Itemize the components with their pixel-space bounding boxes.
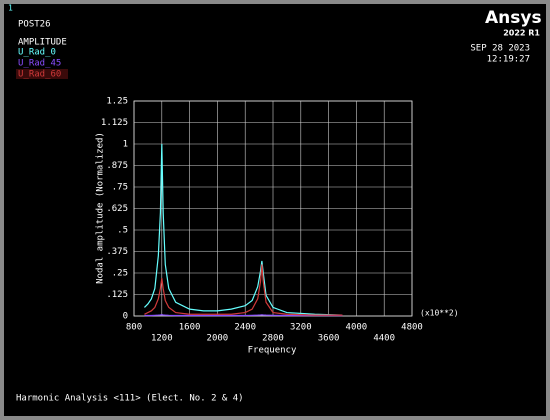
time: 12:19:27 (487, 55, 530, 65)
y-tick-label: .625 (106, 204, 128, 214)
footer: Harmonic Analysis <111> (Elect. No. 2 & … (16, 394, 244, 404)
y-axis-label: Nodal amplitude (Normalized) (96, 132, 106, 284)
x-multiplier: (x10**2) (420, 309, 459, 318)
x-tick-label: 4400 (373, 334, 395, 344)
legend-entry: U_Rad_0 (18, 48, 56, 58)
date: SEP 28 2023 (470, 44, 530, 54)
brand: Ansys (485, 8, 542, 28)
x-tick-label: 3200 (290, 323, 312, 333)
x-tick-label: 2000 (207, 334, 229, 344)
window-number: 1 (8, 4, 13, 13)
y-tick-label: .125 (106, 290, 128, 300)
x-tick-label: 3600 (318, 334, 340, 344)
x-tick-label: 1600 (179, 323, 201, 333)
legend-highlight (16, 69, 68, 79)
y-tick-label: .75 (112, 183, 128, 193)
y-tick-label: 1.25 (106, 97, 128, 107)
version: 2022 R1 (503, 29, 540, 38)
y-tick-label: 0 (123, 312, 128, 322)
program-name: POST26 (18, 20, 51, 30)
legend-entry: U_Rad_45 (18, 59, 61, 69)
legend-entry: U_Rad_60 (18, 70, 61, 80)
y-tick-label: 1.125 (101, 118, 128, 128)
chart-title: AMPLITUDE (18, 38, 67, 48)
x-tick-label: 2800 (262, 334, 284, 344)
y-tick-label: .5 (117, 226, 128, 236)
y-tick-label: .25 (112, 269, 128, 279)
x-tick-label: 1200 (151, 334, 173, 344)
y-tick-label: 1 (123, 140, 128, 150)
x-tick-label: 4800 (401, 323, 423, 333)
series-line (144, 143, 343, 316)
x-tick-label: 800 (126, 323, 142, 333)
y-tick-label: .375 (106, 247, 128, 257)
series-line (144, 314, 343, 317)
series-line (144, 264, 343, 316)
x-tick-label: 2400 (234, 323, 256, 333)
x-axis-label: Frequency (248, 346, 297, 356)
y-tick-label: .875 (106, 161, 128, 171)
x-tick-label: 4000 (346, 323, 368, 333)
